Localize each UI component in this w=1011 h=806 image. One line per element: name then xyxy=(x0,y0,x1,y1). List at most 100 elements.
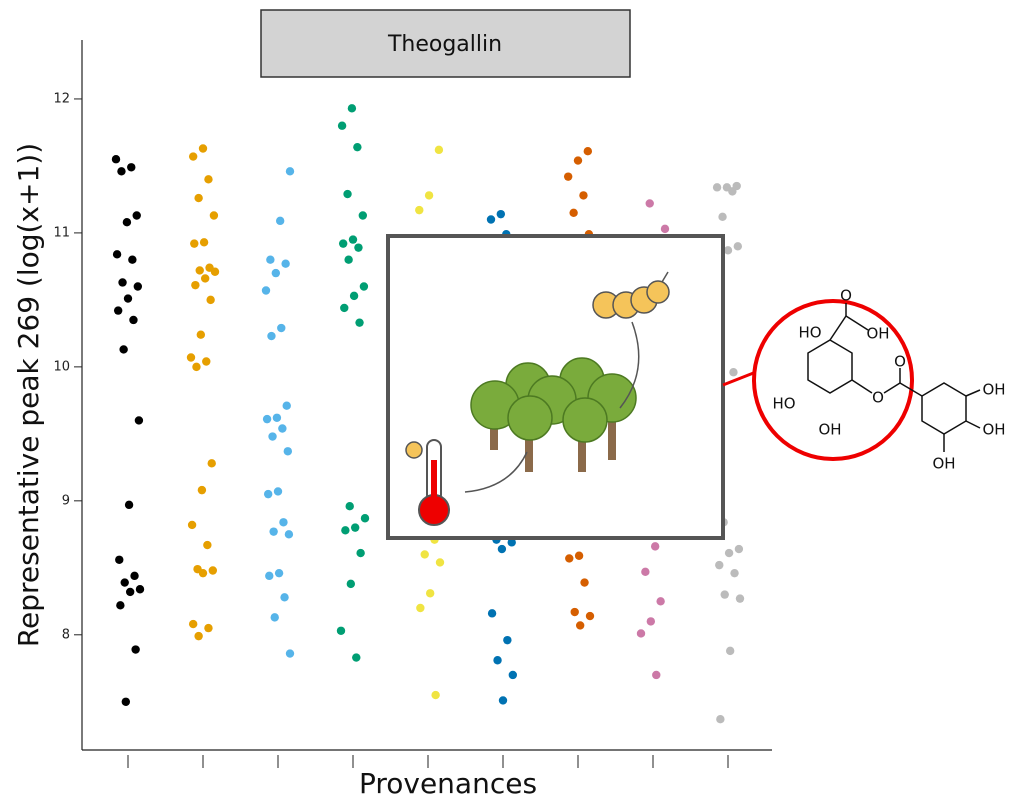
point xyxy=(197,331,205,339)
point xyxy=(360,282,368,290)
point xyxy=(192,363,200,371)
point xyxy=(275,569,283,577)
point xyxy=(281,260,289,268)
point xyxy=(576,621,584,629)
point xyxy=(286,649,294,657)
point xyxy=(348,104,356,112)
point xyxy=(135,416,143,424)
point xyxy=(341,526,349,534)
point xyxy=(586,612,594,620)
point xyxy=(263,415,271,423)
point xyxy=(350,292,358,300)
point xyxy=(436,558,444,566)
point xyxy=(123,218,131,226)
point xyxy=(647,617,655,625)
point xyxy=(271,613,279,621)
point xyxy=(131,645,139,653)
point xyxy=(339,239,347,247)
point xyxy=(721,590,729,598)
point xyxy=(340,304,348,312)
point xyxy=(569,209,577,217)
atom-label: OH xyxy=(932,455,955,473)
point xyxy=(354,243,362,251)
point xyxy=(361,514,369,522)
atom-label: O xyxy=(872,389,884,407)
point xyxy=(646,199,654,207)
y-axis-label: Representative peak 269 (log(x+1)) xyxy=(12,143,45,647)
point xyxy=(285,530,293,538)
point xyxy=(118,278,126,286)
point xyxy=(421,550,429,558)
point xyxy=(208,459,216,467)
atom-label: OH xyxy=(818,421,841,439)
point xyxy=(499,696,507,704)
point xyxy=(637,629,645,637)
point xyxy=(121,578,129,586)
point xyxy=(652,671,660,679)
point xyxy=(268,432,276,440)
point xyxy=(273,414,281,422)
point xyxy=(337,627,345,635)
point xyxy=(272,269,280,277)
point xyxy=(347,580,355,588)
point xyxy=(122,698,130,706)
point xyxy=(199,569,207,577)
point xyxy=(202,357,210,365)
point xyxy=(265,572,273,580)
point xyxy=(191,281,199,289)
point xyxy=(277,324,285,332)
point xyxy=(262,286,270,294)
point xyxy=(201,274,209,282)
point xyxy=(116,601,124,609)
point xyxy=(580,578,588,586)
y-tick-label: 11 xyxy=(53,225,70,240)
point xyxy=(280,593,288,601)
y-tick-label: 9 xyxy=(62,493,70,508)
point xyxy=(338,122,346,130)
point xyxy=(734,242,742,250)
y-tick-label: 8 xyxy=(62,627,70,642)
point xyxy=(351,523,359,531)
point xyxy=(203,541,211,549)
chart-title: Theogallin xyxy=(387,32,502,57)
point xyxy=(493,656,501,664)
point xyxy=(651,542,659,550)
atom-label: HO xyxy=(798,324,821,342)
point xyxy=(488,609,496,617)
point xyxy=(584,147,592,155)
point xyxy=(416,604,424,612)
point xyxy=(199,144,207,152)
point xyxy=(574,156,582,164)
point xyxy=(716,715,724,723)
atom-label: OH xyxy=(982,421,1005,439)
point xyxy=(344,255,352,263)
point xyxy=(117,167,125,175)
point xyxy=(124,294,132,302)
point xyxy=(276,217,284,225)
point xyxy=(435,146,443,154)
point xyxy=(641,568,649,576)
point xyxy=(359,211,367,219)
point xyxy=(128,255,136,263)
point xyxy=(730,569,738,577)
point xyxy=(198,486,206,494)
point xyxy=(487,215,495,223)
point xyxy=(204,175,212,183)
point xyxy=(343,190,351,198)
point xyxy=(190,239,198,247)
point xyxy=(355,318,363,326)
point xyxy=(267,332,275,340)
atom-label: O xyxy=(894,353,906,371)
point xyxy=(264,490,272,498)
point xyxy=(509,671,517,679)
x-axis-label: Provenances xyxy=(359,767,537,800)
point xyxy=(127,163,135,171)
point xyxy=(209,566,217,574)
point xyxy=(431,691,439,699)
point xyxy=(564,172,572,180)
y-tick-label: 10 xyxy=(53,359,70,374)
point xyxy=(656,597,664,605)
point xyxy=(125,501,133,509)
point xyxy=(575,552,583,560)
point xyxy=(187,353,195,361)
